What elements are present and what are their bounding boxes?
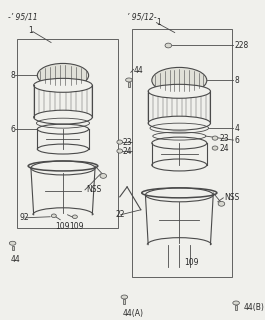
Ellipse shape (145, 188, 213, 202)
Text: 44: 44 (11, 255, 20, 264)
Text: ’ 95/12-: ’ 95/12- (127, 13, 157, 22)
Ellipse shape (37, 63, 89, 87)
Ellipse shape (72, 215, 77, 219)
Ellipse shape (9, 241, 16, 245)
Text: 6: 6 (234, 136, 239, 145)
Text: 228: 228 (234, 41, 249, 50)
Text: 44: 44 (134, 66, 143, 75)
Text: -’ 95/11: -’ 95/11 (8, 13, 38, 22)
Ellipse shape (148, 84, 210, 98)
Ellipse shape (212, 146, 218, 150)
Text: 23: 23 (122, 138, 132, 147)
Bar (132, 28, 232, 277)
Ellipse shape (117, 140, 123, 144)
Ellipse shape (34, 110, 92, 124)
Text: NSS: NSS (86, 185, 101, 194)
Text: 1: 1 (28, 26, 33, 35)
Text: 44(B): 44(B) (244, 303, 264, 312)
Text: 24: 24 (220, 144, 229, 153)
Text: 4: 4 (234, 124, 239, 132)
Text: 109: 109 (184, 258, 198, 267)
Bar (128, 82, 130, 87)
Text: 1: 1 (156, 18, 161, 27)
Text: 92: 92 (20, 213, 30, 222)
Ellipse shape (233, 301, 239, 305)
Ellipse shape (117, 149, 123, 153)
Text: 44(A): 44(A) (122, 309, 144, 318)
Text: 8: 8 (11, 71, 15, 80)
Ellipse shape (212, 136, 218, 140)
Text: 23: 23 (220, 133, 229, 143)
Text: 6: 6 (11, 124, 15, 134)
Ellipse shape (218, 201, 225, 206)
Bar (17, 38, 118, 228)
Ellipse shape (152, 68, 207, 93)
Bar (123, 300, 125, 304)
Text: 24: 24 (122, 147, 132, 156)
Ellipse shape (121, 295, 128, 299)
Text: NSS: NSS (224, 193, 240, 202)
Text: 22: 22 (115, 210, 125, 219)
Ellipse shape (148, 116, 210, 130)
Bar (235, 305, 237, 310)
Text: 109: 109 (69, 222, 84, 231)
Ellipse shape (51, 214, 56, 218)
Ellipse shape (126, 78, 132, 82)
Ellipse shape (34, 78, 92, 92)
Ellipse shape (100, 173, 107, 178)
Bar (11, 246, 14, 251)
Text: 109: 109 (56, 222, 70, 231)
Text: 8: 8 (234, 76, 239, 85)
Ellipse shape (31, 161, 95, 175)
Ellipse shape (165, 43, 172, 48)
